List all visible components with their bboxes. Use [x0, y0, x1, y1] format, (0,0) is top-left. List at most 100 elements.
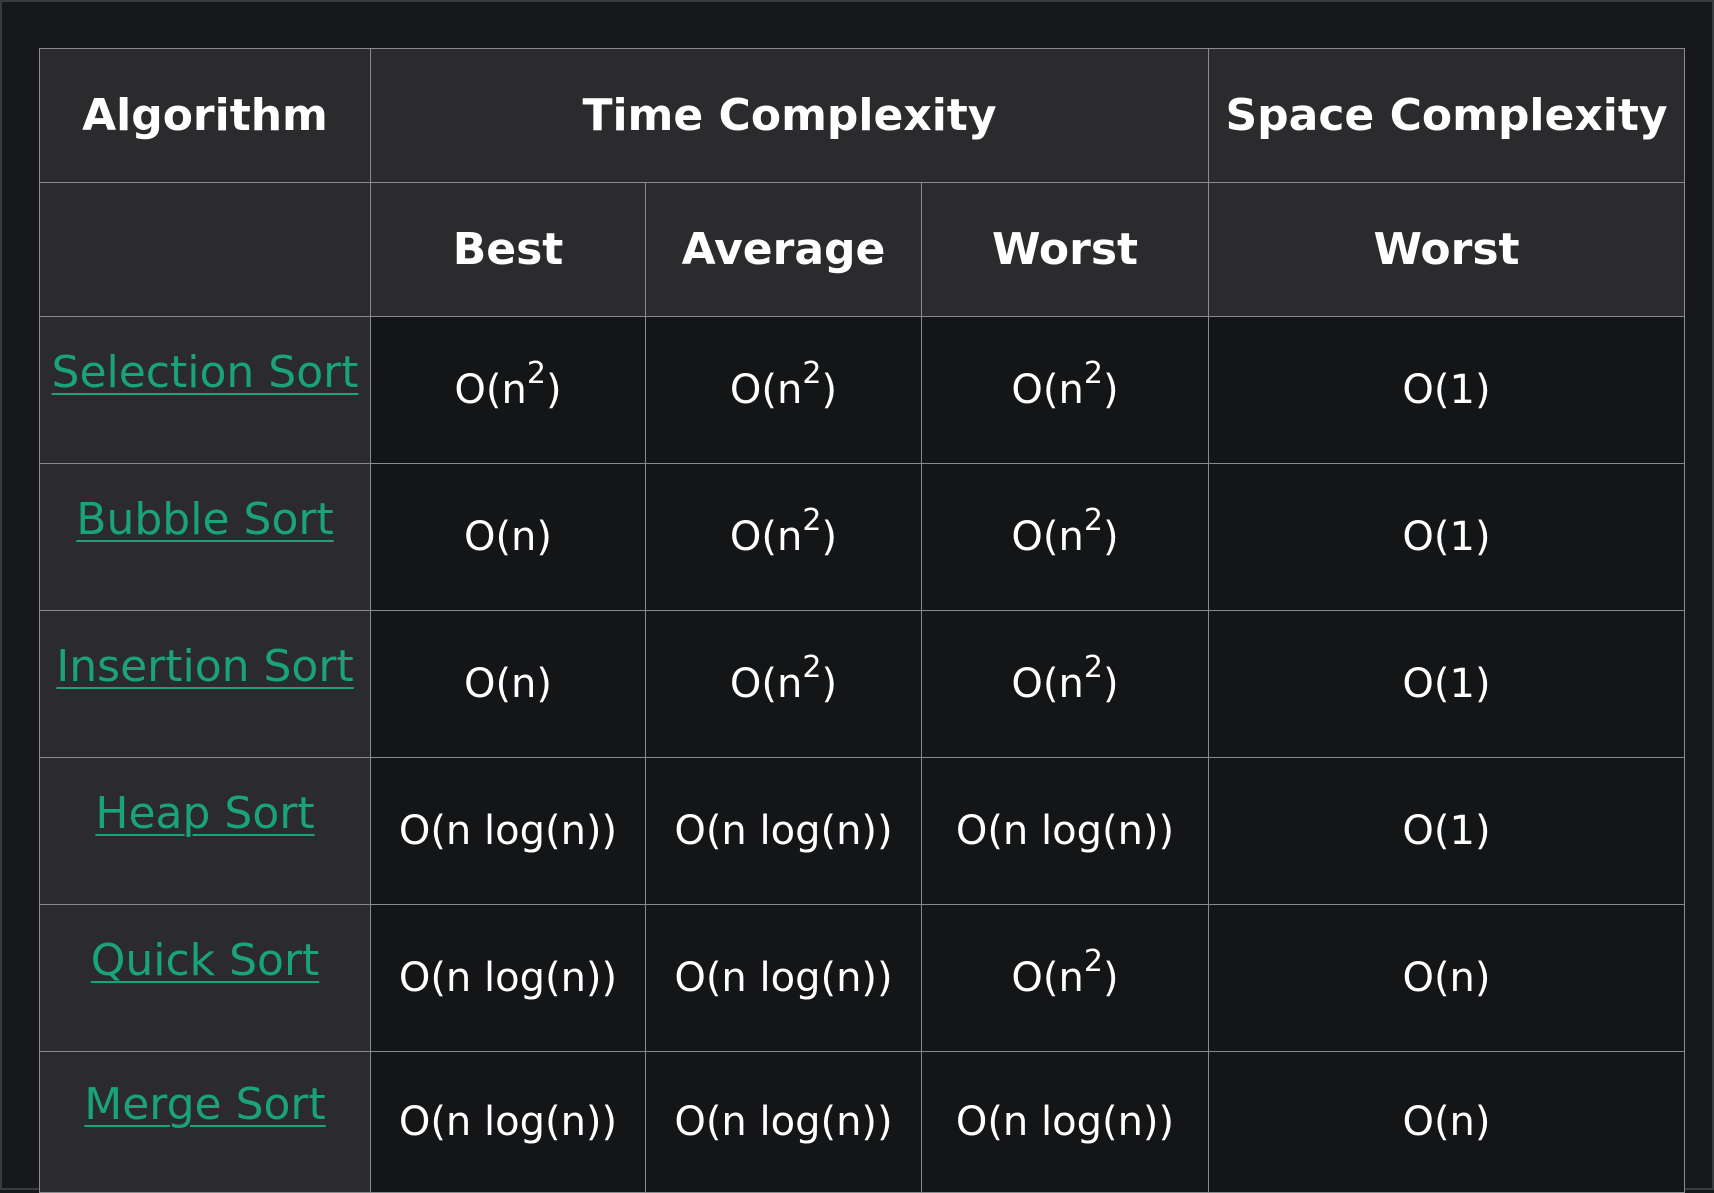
complexity-base: O(n — [1011, 661, 1084, 707]
algorithm-link[interactable]: Insertion Sort — [56, 640, 354, 692]
algorithm-link[interactable]: Merge Sort — [84, 1078, 326, 1130]
algorithm-link[interactable]: Quick Sort — [90, 934, 320, 986]
worst-complexity-cell: O(n2) — [921, 463, 1209, 611]
complexity-tail: ) — [821, 661, 838, 707]
complexity-base: O(1) — [1402, 514, 1491, 560]
worst-complexity-cell: O(n log(n)) — [921, 757, 1209, 905]
algorithm-cell: Selection Sort — [39, 316, 371, 464]
complexity-value: O(n log(n)) — [399, 955, 617, 1001]
complexity-value: O(n) — [464, 514, 552, 560]
complexity-base: O(1) — [1402, 661, 1491, 707]
complexity-base: O(n) — [1402, 955, 1491, 1001]
space-complexity-cell: O(1) — [1208, 316, 1685, 464]
complexity-value: O(n2) — [729, 652, 838, 707]
table-row: Quick Sort O(n log(n)) O(n log(n)) O(n2) O(n… — [39, 904, 1685, 1052]
complexity-value: O(n) — [1402, 1099, 1490, 1145]
complexity-value: O(n2) — [1011, 652, 1119, 707]
complexity-exponent: 2 — [1083, 355, 1103, 391]
complexity-base: O(1) — [1402, 808, 1491, 854]
complexity-value: O(n2) — [1011, 946, 1119, 1001]
worst-complexity-cell: O(n2) — [921, 316, 1209, 464]
header-worst: Worst — [921, 182, 1209, 317]
best-complexity-cell: O(n2) — [370, 316, 646, 464]
average-complexity-cell: O(n log(n)) — [645, 757, 922, 905]
complexity-base: O(n — [454, 367, 527, 413]
complexity-exponent: 2 — [802, 649, 822, 685]
complexity-value: O(n) — [1402, 955, 1490, 1001]
space-complexity-cell: O(1) — [1208, 463, 1685, 611]
complexity-value: O(n) — [464, 661, 552, 707]
average-complexity-cell: O(n log(n)) — [645, 904, 922, 1052]
best-complexity-cell: O(n log(n)) — [370, 1051, 646, 1193]
complexity-base: O(n — [1011, 514, 1084, 560]
best-complexity-cell: O(n log(n)) — [370, 904, 646, 1052]
complexity-value: O(n log(n)) — [956, 808, 1174, 854]
complexity-value: O(n log(n)) — [674, 808, 892, 854]
complexity-base: O(1) — [1402, 367, 1491, 413]
complexity-base: O(n log(n)) — [674, 955, 893, 1001]
header-row-2: Best Average Worst Worst — [39, 182, 1685, 317]
complexity-base: O(n log(n)) — [398, 955, 618, 1001]
complexity-base: O(n — [1011, 367, 1084, 413]
complexity-exponent: 2 — [802, 502, 822, 538]
algorithm-cell: Merge Sort — [39, 1051, 371, 1193]
algorithm-link[interactable]: Heap Sort — [95, 787, 315, 839]
complexity-tail: ) — [1102, 661, 1119, 707]
table-row: Bubble Sort O(n) O(n2) O(n2) O(1) — [39, 463, 1685, 611]
complexity-base: O(n log(n)) — [398, 1099, 618, 1145]
average-complexity-cell: O(n2) — [645, 463, 922, 611]
complexity-base: O(n log(n)) — [398, 808, 618, 854]
algorithm-cell: Heap Sort — [39, 757, 371, 905]
complexity-value: O(n log(n)) — [674, 1099, 892, 1145]
header-time-complexity: Time Complexity — [370, 48, 1209, 183]
complexity-tail: ) — [1102, 514, 1119, 560]
complexity-base: O(n) — [1402, 1099, 1491, 1145]
space-complexity-cell: O(n) — [1208, 1051, 1685, 1193]
algorithm-link[interactable]: Selection Sort — [51, 346, 359, 398]
average-complexity-cell: O(n log(n)) — [645, 1051, 922, 1193]
complexity-base: O(n log(n)) — [674, 1099, 893, 1145]
complexity-value: O(n2) — [454, 358, 562, 413]
header-empty-cell — [39, 182, 371, 317]
complexity-exponent: 2 — [1083, 649, 1103, 685]
complexity-base: O(n — [729, 661, 803, 707]
header-best: Best — [370, 182, 646, 317]
algorithm-cell: Insertion Sort — [39, 610, 371, 758]
complexity-value: O(1) — [1402, 808, 1490, 854]
worst-complexity-cell: O(n2) — [921, 610, 1209, 758]
header-space-complexity: Space Complexity — [1208, 48, 1685, 183]
worst-complexity-cell: O(n log(n)) — [921, 1051, 1209, 1193]
space-complexity-cell: O(n) — [1208, 904, 1685, 1052]
complexity-base: O(n — [729, 367, 803, 413]
complexity-value: O(n2) — [1011, 358, 1118, 413]
complexity-tail: ) — [1102, 955, 1119, 1001]
space-complexity-cell: O(1) — [1208, 610, 1685, 758]
complexity-tail: ) — [545, 367, 562, 413]
best-complexity-cell: O(n) — [370, 463, 646, 611]
algorithm-link[interactable]: Bubble Sort — [76, 493, 334, 545]
table-body: Selection Sort O(n2) O(n2) O(n2) O(1) Bubble … — [39, 316, 1685, 1193]
space-complexity-cell: O(1) — [1208, 757, 1685, 905]
complexity-value: O(n2) — [730, 505, 837, 560]
complexity-base: O(n — [1011, 955, 1084, 1001]
complexity-base: O(n) — [463, 661, 553, 707]
complexity-table: Algorithm Time Complexity Space Complexi… — [39, 48, 1685, 1193]
header-average: Average — [645, 182, 922, 317]
complexity-value: O(1) — [1402, 661, 1490, 707]
average-complexity-cell: O(n2) — [645, 610, 922, 758]
best-complexity-cell: O(n log(n)) — [370, 757, 646, 905]
average-complexity-cell: O(n2) — [645, 316, 922, 464]
table-row: Selection Sort O(n2) O(n2) O(n2) O(1) — [39, 316, 1685, 464]
complexity-tail: ) — [821, 367, 838, 413]
complexity-value: O(n log(n)) — [399, 808, 617, 854]
complexity-value: O(n2) — [729, 358, 838, 413]
best-complexity-cell: O(n) — [370, 610, 646, 758]
complexity-value: O(1) — [1402, 367, 1490, 413]
complexity-base: O(n) — [463, 514, 553, 560]
table-row: Heap Sort O(n log(n)) O(n log(n)) O(n log(n… — [39, 757, 1685, 905]
complexity-base: O(n log(n)) — [955, 1099, 1175, 1145]
complexity-value: O(n log(n)) — [674, 955, 892, 1001]
table-row: Insertion Sort O(n) O(n2) O(n2) O(1) — [39, 610, 1685, 758]
header-space-worst: Worst — [1208, 182, 1685, 317]
